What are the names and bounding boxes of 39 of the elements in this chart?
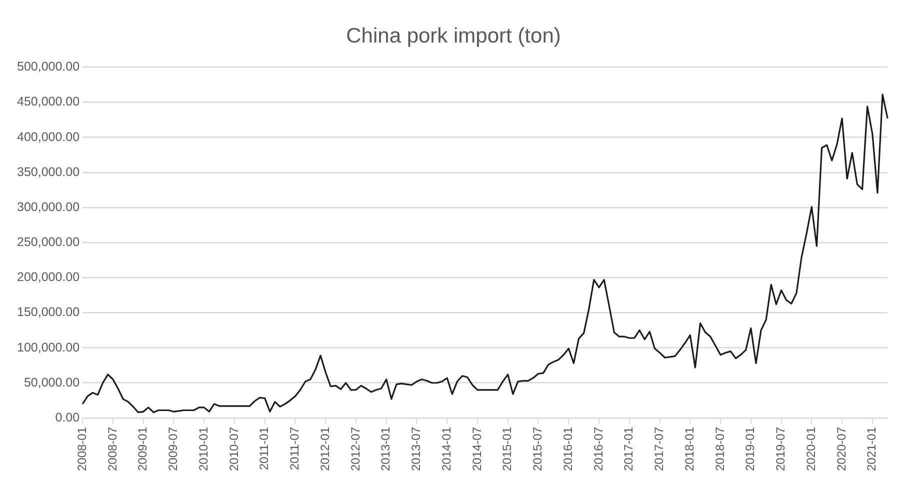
x-tick-label: 2010-01 xyxy=(196,426,210,472)
x-tick-label: 2018-01 xyxy=(682,426,696,472)
x-tick-label: 2009-07 xyxy=(166,426,180,472)
x-tick-label: 2020-01 xyxy=(804,426,818,472)
chart-title: China pork import (ton) xyxy=(346,24,561,48)
y-tick-label: 150,000.00 xyxy=(17,305,80,320)
x-tick-label: 2013-01 xyxy=(378,426,393,472)
x-tick-label: 2021-01 xyxy=(864,426,879,472)
x-tick-label: 2012-01 xyxy=(318,426,332,472)
x-tick-label: 2011-07 xyxy=(288,426,302,470)
x-tick-label: 2019-07 xyxy=(774,426,788,472)
x-tick-label: 2008-01 xyxy=(74,426,89,472)
x-tick-label: 2015-07 xyxy=(530,426,545,472)
x-tick-label: 2008-07 xyxy=(105,426,120,472)
x-tick-label: 2010-07 xyxy=(226,426,241,472)
x-tick-label: 2012-07 xyxy=(348,426,362,472)
x-tick-label: 2016-07 xyxy=(591,426,606,472)
y-tick-label: 200,000.00 xyxy=(17,270,80,284)
y-tick-label: 50,000.00 xyxy=(24,375,80,390)
y-tick-label: 500,000.00 xyxy=(17,60,80,74)
y-tick-label: 450,000.00 xyxy=(17,94,80,109)
y-tick-label: 100,000.00 xyxy=(17,340,80,354)
x-tick-label: 2015-01 xyxy=(500,426,514,472)
x-tick-label: 2017-07 xyxy=(652,426,666,472)
x-tick-label: 2014-01 xyxy=(439,426,454,472)
y-tick-label: 350,000.00 xyxy=(17,164,80,179)
x-tick-label: 2019-01 xyxy=(743,426,758,472)
x-tick-label: 2017-01 xyxy=(622,426,636,472)
x-tick-label: 2020-07 xyxy=(834,426,848,472)
x-tick-label: 2018-07 xyxy=(712,426,727,472)
y-tick-label: 400,000.00 xyxy=(17,130,80,144)
x-tick-label: 2009-01 xyxy=(136,426,150,472)
x-tick-label: 2011-01 xyxy=(257,426,272,470)
x-tick-label: 2016-01 xyxy=(560,426,575,472)
y-tick-label: 250,000.00 xyxy=(17,235,80,250)
x-tick-label: 2013-07 xyxy=(409,426,424,472)
y-tick-label: 300,000.00 xyxy=(17,200,80,214)
x-tick-label: 2014-07 xyxy=(470,426,484,472)
y-tick-label: 0.00 xyxy=(55,410,80,424)
